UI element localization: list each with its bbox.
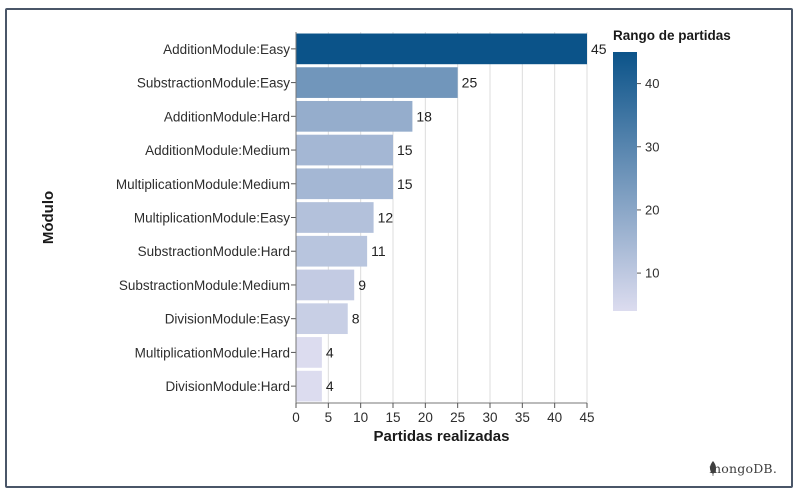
bar-value-label: 25 [462, 75, 478, 91]
bar[interactable] [296, 370, 322, 402]
legend-gradient [613, 52, 637, 311]
legend-title: Rango de partidas [613, 28, 731, 43]
bar[interactable] [296, 168, 393, 200]
bar[interactable] [296, 202, 374, 233]
mongodb-leaf-icon [710, 461, 717, 476]
x-tick-label: 35 [515, 410, 530, 425]
bar[interactable] [296, 269, 355, 301]
bar-value-label: 12 [378, 210, 394, 226]
x-tick-label: 40 [547, 410, 562, 425]
bar[interactable] [296, 235, 368, 267]
y-tick-label: SubstractionModule:Hard [138, 244, 290, 259]
bar-value-label: 15 [397, 142, 413, 158]
bar-value-label: 8 [352, 311, 360, 327]
y-tick-label: MultiplicationModule:Easy [134, 211, 290, 226]
x-tick-label: 25 [450, 410, 465, 425]
footer-brand: mongoDB. [709, 461, 777, 476]
y-axis-title: Módulo [40, 191, 57, 244]
color-legend: Rango de partidas 10 20 30 40 [613, 28, 731, 311]
chart-panel: 45 25 18 15 15 12 11 9 8 4 4 AdditionModule:Easy Su… [5, 8, 793, 488]
y-tick-label: AdditionModule:Hard [164, 109, 290, 124]
y-tick-label: DivisionModule:Hard [165, 379, 290, 394]
x-tick-label: 0 [292, 410, 300, 425]
x-tick-label: 30 [482, 410, 497, 425]
x-axis-title: Partidas realizadas [374, 428, 510, 445]
bars: 45 25 18 15 15 12 11 9 8 4 4 [296, 33, 607, 402]
bar-chart: 45 25 18 15 15 12 11 9 8 4 4 AdditionModule:Easy Su… [40, 28, 731, 445]
y-axis: AdditionModule:Easy SubstractionModule:Ea… [116, 32, 297, 403]
bar[interactable] [296, 67, 458, 98]
y-tick-label: AdditionModule:Easy [163, 42, 290, 57]
y-tick-label: MultiplicationModule:Medium [116, 177, 290, 192]
legend-tick-label: 30 [645, 139, 659, 154]
legend-tick-label: 20 [645, 202, 659, 217]
bar[interactable] [296, 337, 322, 368]
x-tick-label: 5 [325, 410, 333, 425]
y-tick-label: SubstractionModule:Easy [137, 76, 290, 91]
y-tick-label: SubstractionModule:Medium [119, 278, 290, 293]
bar[interactable] [296, 303, 348, 335]
bar-value-label: 15 [397, 176, 413, 192]
x-tick-label: 20 [418, 410, 433, 425]
x-tick-label: 10 [353, 410, 368, 425]
legend-tick-label: 40 [645, 76, 659, 91]
y-tick-label: AdditionModule:Medium [145, 143, 290, 158]
bar-value-label: 4 [326, 378, 334, 394]
top-strip [0, 0, 798, 8]
y-tick-label: MultiplicationModule:Hard [135, 345, 290, 360]
bar-value-label: 45 [591, 41, 607, 57]
bar[interactable] [296, 100, 413, 132]
bar-value-label: 18 [416, 108, 432, 124]
x-tick-label: 45 [579, 410, 594, 425]
legend-ticks: 10 20 30 40 [637, 76, 659, 281]
bar-value-label: 4 [326, 344, 334, 360]
x-axis: 0 5 10 15 20 25 30 35 40 45 [292, 402, 595, 425]
bar-value-label: 9 [358, 277, 366, 293]
legend-tick-label: 10 [645, 266, 659, 281]
bar[interactable] [296, 134, 393, 166]
bar[interactable] [296, 33, 587, 65]
y-tick-label: DivisionModule:Easy [165, 312, 291, 327]
x-tick-label: 15 [385, 410, 400, 425]
bar-value-label: 11 [371, 243, 386, 259]
brand-text: mongoDB. [709, 461, 777, 476]
